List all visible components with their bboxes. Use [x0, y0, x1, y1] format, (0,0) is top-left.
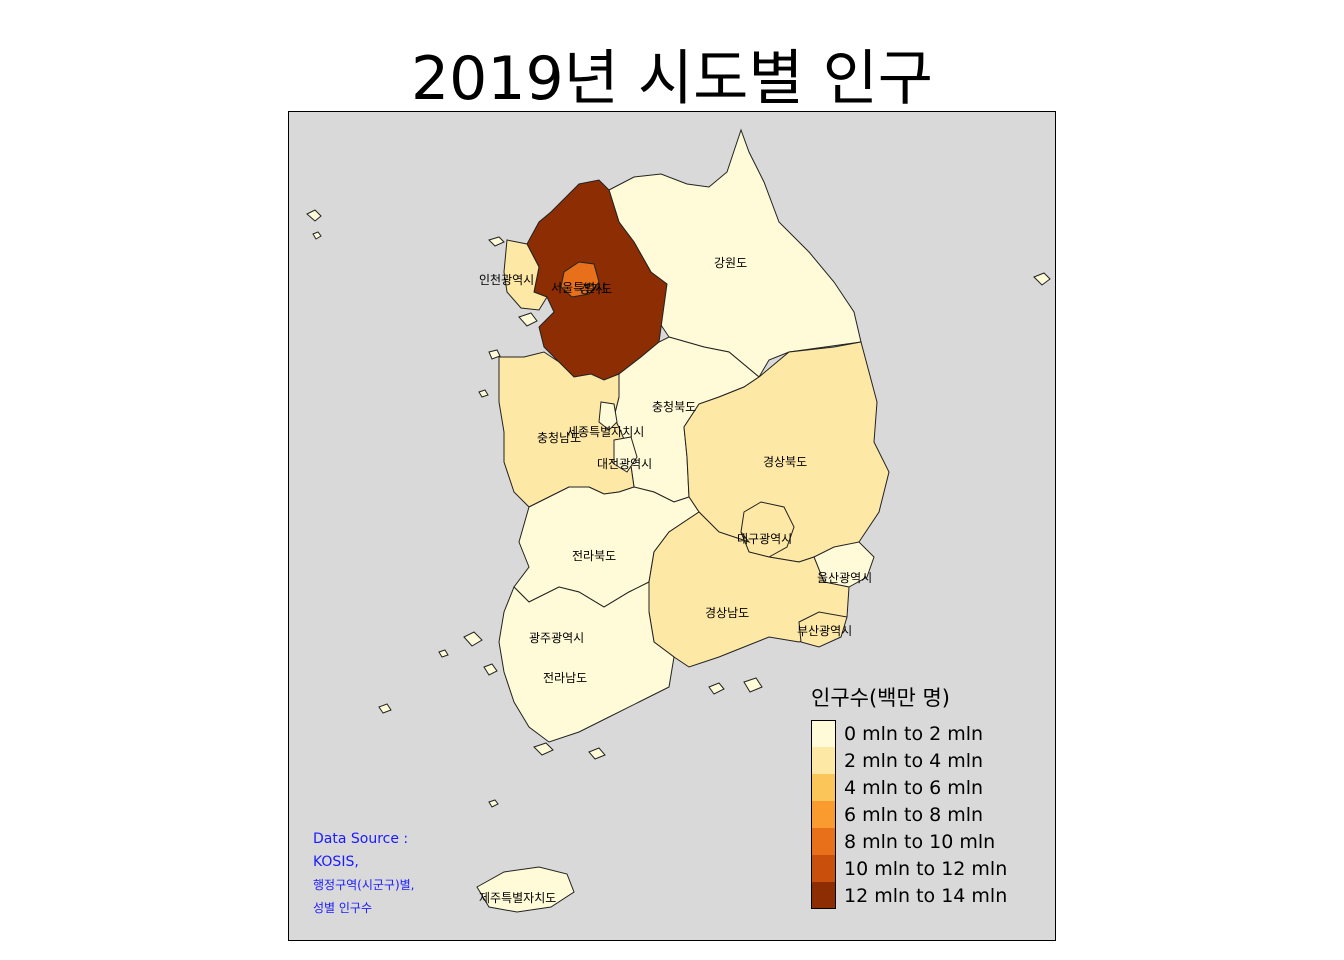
region-busan: [798, 611, 848, 648]
legend-item: 2 mln to 4 mln: [811, 747, 1007, 774]
label-seoul: 서울특별시: [551, 281, 606, 295]
label-busan: 부산광역시: [797, 624, 852, 638]
region-seoul: [560, 261, 600, 298]
region-jeju: [476, 866, 575, 913]
label-sejong: 세종특별자치시: [567, 425, 644, 439]
legend-label: 4 mln to 6 mln: [844, 776, 984, 799]
legend-item: 0 mln to 2 mln: [811, 720, 1007, 747]
label-gyeongbuk: 경상북도: [763, 455, 807, 469]
map-legend: 인구수(백만 명) 0 mln to 2 mln 2 mln to 4 mln 4 …: [811, 682, 1007, 909]
label-jeonnam: 전라남도: [543, 671, 587, 685]
region-sejong: [598, 401, 618, 431]
label-chungbuk: 충청북도: [652, 400, 696, 414]
legend-item: 10 mln to 12 mln: [811, 855, 1007, 882]
legend-swatch: [811, 882, 836, 909]
label-jeju: 제주특별자치도: [479, 891, 556, 905]
region-incheon: [503, 239, 548, 311]
label-ulsan: 울산광역시: [817, 571, 872, 585]
legend-swatch: [811, 747, 836, 774]
label-daegu: 대구광역시: [737, 532, 792, 546]
legend-swatch: [811, 801, 836, 828]
legend-label: 12 mln to 14 mln: [844, 884, 1008, 907]
legend-item: 8 mln to 10 mln: [811, 828, 1007, 855]
source-line-1: Data Source :: [313, 831, 409, 847]
legend-swatch: [811, 855, 836, 882]
source-line-3: 행정구역(시군구)별,: [313, 878, 415, 892]
legend-label: 0 mln to 2 mln: [844, 722, 984, 745]
label-gyeonggi: 경기도: [579, 282, 612, 296]
region-daejeon: [613, 436, 638, 473]
legend-item: 4 mln to 6 mln: [811, 774, 1007, 801]
label-chungnam: 충청남도: [537, 431, 581, 445]
label-gangwon: 강원도: [714, 256, 747, 270]
legend-swatch: [811, 720, 836, 747]
map-title: 2019년 시도별 인구: [410, 44, 934, 114]
label-jeonbuk: 전라북도: [572, 549, 616, 563]
source-line-4: 성별 인구수: [313, 901, 373, 915]
label-gyeongnam: 경상남도: [705, 606, 749, 620]
map-panel: 강원도 경기도 서울특별시 인천광역시 충청북도 충청남도 세종특별자치시 대전…: [288, 111, 1056, 941]
legend-item: 6 mln to 8 mln: [811, 801, 1007, 828]
source-line-2: KOSIS,: [313, 854, 359, 870]
legend-item: 12 mln to 14 mln: [811, 882, 1007, 909]
korea-choropleth-map: 강원도 경기도 서울특별시 인천광역시 충청북도 충청남도 세종특별자치시 대전…: [306, 128, 1051, 913]
legend-title: 인구수(백만 명): [811, 686, 950, 710]
data-source-note: Data Source : KOSIS, 행정구역(시군구)별, 성별 인구수: [313, 828, 415, 920]
label-daejeon: 대전광역시: [597, 457, 652, 471]
region-labels: 강원도 경기도 서울특별시 인천광역시 충청북도 충청남도 세종특별자치시 대전…: [479, 256, 872, 905]
region-chungnam: [498, 351, 635, 508]
legend-swatch: [811, 828, 836, 855]
label-incheon: 인천광역시: [479, 272, 534, 287]
legend-label: 8 mln to 10 mln: [844, 830, 996, 853]
legend-label: 2 mln to 4 mln: [844, 749, 984, 772]
label-gwangju: 광주광역시: [529, 631, 584, 645]
legend-label: 10 mln to 12 mln: [844, 857, 1008, 880]
islands: [306, 209, 1051, 808]
legend-swatch: [811, 774, 836, 801]
region-jeonnam: [498, 581, 675, 743]
legend-label: 6 mln to 8 mln: [844, 803, 984, 826]
